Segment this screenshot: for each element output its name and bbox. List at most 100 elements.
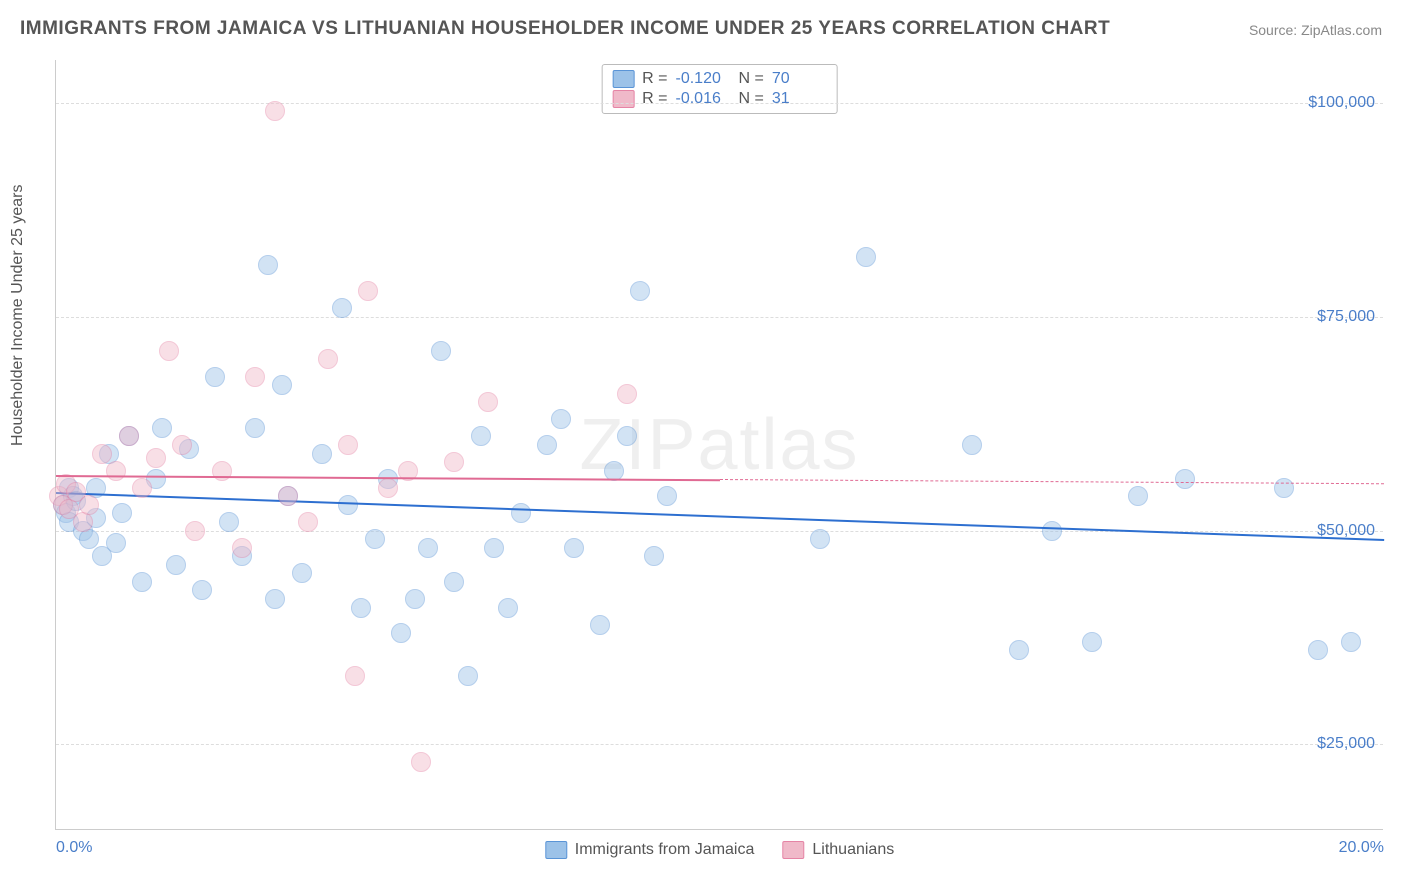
- scatter-point-lithuania: [278, 486, 298, 506]
- scatter-point-lithuania: [119, 426, 139, 446]
- scatter-point-jamaica: [272, 375, 292, 395]
- scatter-point-lithuania: [92, 444, 112, 464]
- plot-area: ZIPatlas R = -0.120 N = 70 R = -0.016 N …: [55, 60, 1383, 830]
- legend-label-jamaica: Immigrants from Jamaica: [575, 841, 755, 859]
- scatter-point-jamaica: [312, 444, 332, 464]
- y-tick-label: $100,000: [1308, 94, 1375, 112]
- n-value-lithuania: 31: [772, 90, 827, 108]
- scatter-point-lithuania: [79, 495, 99, 515]
- y-tick-label: $75,000: [1317, 308, 1375, 326]
- scatter-point-jamaica: [856, 247, 876, 267]
- scatter-point-lithuania: [378, 478, 398, 498]
- scatter-point-jamaica: [564, 538, 584, 558]
- scatter-point-lithuania: [232, 538, 252, 558]
- scatter-point-jamaica: [630, 281, 650, 301]
- gridline: [56, 103, 1383, 104]
- scatter-point-jamaica: [1341, 632, 1361, 652]
- r-label: R =: [642, 90, 667, 108]
- scatter-point-lithuania: [478, 392, 498, 412]
- x-tick-label: 20.0%: [1339, 839, 1384, 857]
- scatter-point-lithuania: [318, 349, 338, 369]
- gridline: [56, 744, 1383, 745]
- scatter-point-jamaica: [332, 298, 352, 318]
- legend-item-lithuania: Lithuanians: [782, 841, 894, 859]
- swatch-jamaica: [545, 841, 567, 859]
- scatter-point-jamaica: [132, 572, 152, 592]
- scatter-point-jamaica: [166, 555, 186, 575]
- scatter-point-jamaica: [292, 563, 312, 583]
- stats-row-jamaica: R = -0.120 N = 70: [612, 69, 827, 89]
- gridline: [56, 317, 1383, 318]
- scatter-point-jamaica: [79, 529, 99, 549]
- scatter-point-jamaica: [1042, 521, 1062, 541]
- scatter-point-jamaica: [1082, 632, 1102, 652]
- scatter-point-lithuania: [185, 521, 205, 541]
- scatter-point-jamaica: [265, 589, 285, 609]
- scatter-point-jamaica: [810, 529, 830, 549]
- scatter-point-jamaica: [1274, 478, 1294, 498]
- n-value-jamaica: 70: [772, 70, 827, 88]
- scatter-point-jamaica: [498, 598, 518, 618]
- swatch-lithuania: [782, 841, 804, 859]
- scatter-point-lithuania: [245, 367, 265, 387]
- trend-line: [56, 492, 1384, 541]
- legend-label-lithuania: Lithuanians: [812, 841, 894, 859]
- scatter-point-lithuania: [338, 435, 358, 455]
- scatter-point-jamaica: [431, 341, 451, 361]
- r-label: R =: [642, 70, 667, 88]
- chart-title: IMMIGRANTS FROM JAMAICA VS LITHUANIAN HO…: [20, 18, 1110, 40]
- legend-item-jamaica: Immigrants from Jamaica: [545, 841, 755, 859]
- scatter-point-lithuania: [617, 384, 637, 404]
- scatter-point-lithuania: [146, 448, 166, 468]
- scatter-point-jamaica: [444, 572, 464, 592]
- scatter-point-lithuania: [132, 478, 152, 498]
- scatter-point-lithuania: [265, 101, 285, 121]
- scatter-point-jamaica: [418, 538, 438, 558]
- scatter-point-lithuania: [345, 666, 365, 686]
- swatch-lithuania: [612, 90, 634, 108]
- scatter-point-jamaica: [338, 495, 358, 515]
- x-tick-label: 0.0%: [56, 839, 92, 857]
- scatter-point-jamaica: [657, 486, 677, 506]
- scatter-point-jamaica: [644, 546, 664, 566]
- scatter-point-jamaica: [106, 533, 126, 553]
- scatter-point-jamaica: [511, 503, 531, 523]
- stats-row-lithuania: R = -0.016 N = 31: [612, 89, 827, 109]
- scatter-point-jamaica: [112, 503, 132, 523]
- scatter-point-lithuania: [172, 435, 192, 455]
- scatter-point-jamaica: [1308, 640, 1328, 660]
- scatter-point-lithuania: [73, 512, 93, 532]
- scatter-point-lithuania: [159, 341, 179, 361]
- y-axis-label: Householder Income Under 25 years: [9, 185, 27, 446]
- scatter-point-jamaica: [551, 409, 571, 429]
- scatter-point-jamaica: [152, 418, 172, 438]
- swatch-jamaica: [612, 70, 634, 88]
- scatter-point-jamaica: [405, 589, 425, 609]
- scatter-point-jamaica: [458, 666, 478, 686]
- r-value-jamaica: -0.120: [676, 70, 731, 88]
- scatter-point-jamaica: [471, 426, 491, 446]
- source-attribution: Source: ZipAtlas.com: [1249, 22, 1382, 38]
- scatter-point-jamaica: [1175, 469, 1195, 489]
- scatter-point-jamaica: [484, 538, 504, 558]
- scatter-point-jamaica: [258, 255, 278, 275]
- scatter-point-lithuania: [411, 752, 431, 772]
- scatter-point-jamaica: [192, 580, 212, 600]
- scatter-point-jamaica: [205, 367, 225, 387]
- y-tick-label: $25,000: [1317, 735, 1375, 753]
- scatter-point-lithuania: [444, 452, 464, 472]
- scatter-point-jamaica: [1009, 640, 1029, 660]
- scatter-point-jamaica: [962, 435, 982, 455]
- scatter-point-lithuania: [298, 512, 318, 532]
- scatter-point-lithuania: [358, 281, 378, 301]
- scatter-point-jamaica: [351, 598, 371, 618]
- scatter-point-jamaica: [365, 529, 385, 549]
- bottom-legend: Immigrants from Jamaica Lithuanians: [545, 841, 894, 859]
- scatter-point-jamaica: [245, 418, 265, 438]
- scatter-point-jamaica: [590, 615, 610, 635]
- n-label: N =: [739, 90, 764, 108]
- r-value-lithuania: -0.016: [676, 90, 731, 108]
- scatter-point-jamaica: [617, 426, 637, 446]
- scatter-point-jamaica: [537, 435, 557, 455]
- scatter-point-lithuania: [106, 461, 126, 481]
